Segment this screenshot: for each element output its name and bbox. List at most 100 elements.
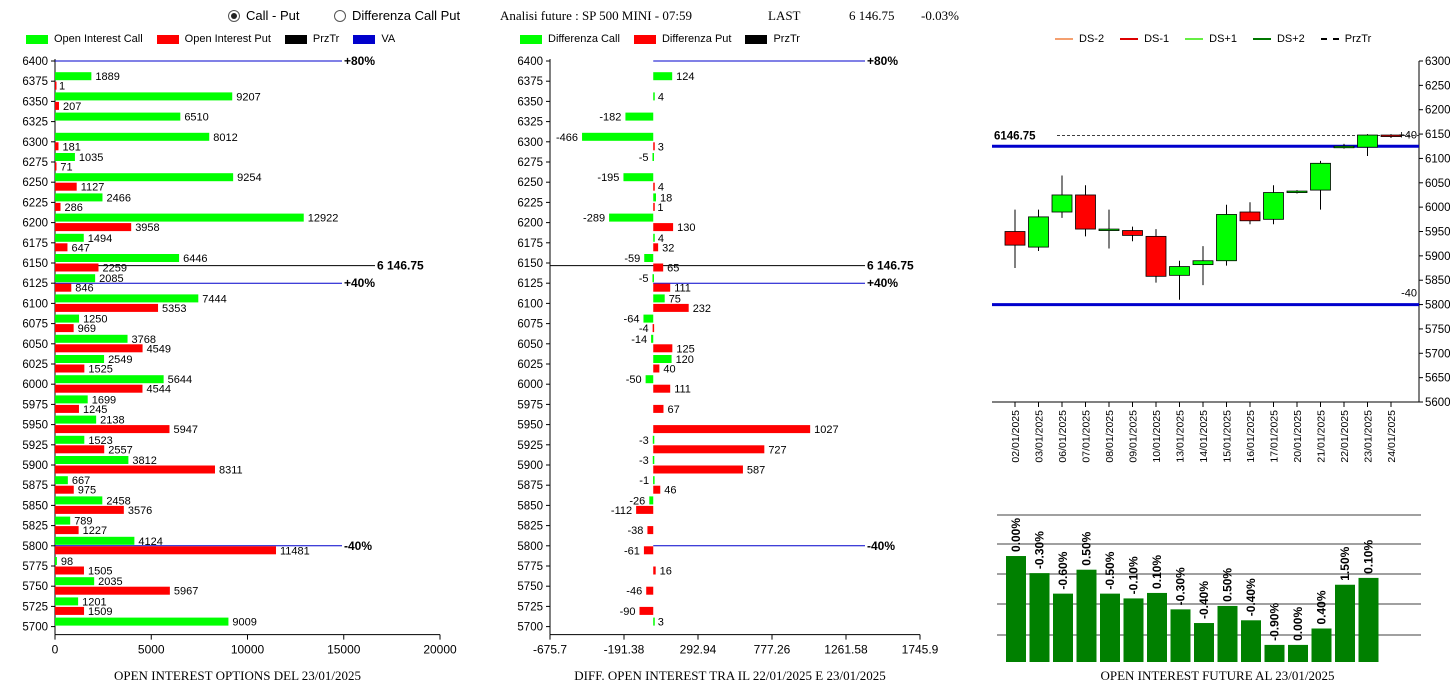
- put-bar: [653, 485, 661, 494]
- put-bar: [55, 81, 57, 90]
- radio-differenza[interactable]: Differenza Call Put: [334, 8, 460, 23]
- strike-tick-label: 6000: [22, 379, 48, 391]
- call-value-label: 6510: [184, 112, 208, 124]
- strike-tick-label: 6175: [517, 238, 543, 250]
- strike-tick-label: 5925: [22, 440, 48, 452]
- put-bar: [55, 202, 61, 211]
- strike-tick-label: 5950: [517, 420, 543, 432]
- strike-tick-label: 5900: [517, 460, 543, 472]
- strike-tick-label: 5875: [22, 480, 48, 492]
- put-bar: [653, 566, 656, 575]
- put-bar: [55, 425, 170, 434]
- strike-tick-label: 5800: [517, 541, 543, 553]
- strike-tick-label: 6375: [517, 76, 543, 88]
- call-value-label: -1: [639, 475, 649, 487]
- put-value-label: 2259: [102, 263, 126, 275]
- radio-unselected-icon[interactable]: [334, 10, 346, 22]
- put-value-label: 67: [667, 404, 679, 416]
- put-value-label: 975: [78, 485, 96, 497]
- y-tick-label: 5700: [1425, 348, 1450, 360]
- strike-tick-label: 5700: [517, 622, 543, 634]
- put-value-label: 11481: [280, 545, 310, 557]
- put-value-label: 3576: [128, 505, 152, 517]
- call-value-label: 8012: [213, 132, 237, 144]
- future-bar: [1147, 592, 1167, 662]
- put-value-label: 1505: [88, 566, 112, 578]
- future-bar: [1170, 609, 1191, 662]
- put-value-label: -4: [639, 323, 649, 335]
- put-bar: [647, 526, 654, 535]
- put-value-label: 4544: [146, 384, 170, 396]
- put-bar: [646, 586, 654, 595]
- x-tick-label: 08/01/2025: [1104, 410, 1116, 463]
- put-bar: [653, 425, 811, 434]
- call-bar: [55, 617, 229, 626]
- future-bar-label: 0.50%: [1221, 568, 1235, 602]
- call-bar: [55, 456, 129, 464]
- call-value-label: 75: [669, 293, 681, 305]
- legend-item-put: Open Interest Put: [156, 33, 271, 45]
- put-bar: [55, 505, 124, 514]
- put-value-label: -38: [628, 525, 644, 537]
- put-bar: [643, 546, 654, 555]
- legend-item-ds-2: DS-2: [1055, 33, 1104, 45]
- strike-tick-label: 6150: [517, 258, 543, 270]
- last-label: LAST: [768, 8, 801, 23]
- candle-body: [1380, 134, 1402, 137]
- call-value-label: 2549: [108, 354, 132, 366]
- call-bar: [55, 334, 128, 343]
- put-value-label: 2557: [108, 444, 132, 456]
- future-bar: [1029, 573, 1050, 662]
- call-bar: [55, 557, 57, 565]
- put-value-label: 181: [62, 141, 80, 153]
- strike-tick-label: 5725: [22, 601, 48, 613]
- put-value-label: 111: [674, 283, 691, 295]
- put-bar: [55, 101, 59, 110]
- future-bar-label: 1.50%: [1338, 546, 1352, 580]
- put-value-label: -61: [624, 545, 640, 557]
- call-value-label: 2035: [98, 576, 122, 588]
- put-bar: [55, 445, 105, 454]
- call-bar: [644, 254, 654, 262]
- call-value-label: -14: [631, 334, 647, 346]
- call-bar: [55, 274, 96, 283]
- put-value-label: 969: [78, 323, 96, 335]
- strike-tick-label: 6100: [517, 298, 543, 310]
- x-tick-label: 13/01/2025: [1175, 410, 1187, 463]
- x-tick-label: -191.38: [604, 643, 645, 657]
- strike-tick-label: 5975: [517, 399, 543, 411]
- y-tick-label: 5650: [1425, 373, 1450, 385]
- x-tick-label: 1745.9: [902, 643, 939, 657]
- put-bar: [653, 344, 673, 353]
- put-bar: [653, 404, 664, 413]
- put-value-label: 647: [71, 242, 89, 254]
- strike-tick-label: 6200: [22, 218, 48, 230]
- put-bar: [636, 505, 654, 514]
- put-bar: [55, 263, 99, 272]
- candle-body: [1286, 190, 1308, 193]
- call-value-label: -195: [597, 172, 619, 184]
- call-value-label: 6446: [183, 253, 207, 265]
- prztr-label: 6146.75: [994, 131, 1036, 143]
- future-bar: [1123, 598, 1144, 662]
- put-bar: [55, 283, 72, 292]
- put-value-label: 727: [768, 444, 786, 456]
- strike-tick-label: 5825: [22, 521, 48, 533]
- put-value-label: 130: [677, 222, 695, 234]
- y-tick-label: 6300: [1425, 56, 1450, 68]
- call-value-label: 5644: [168, 374, 192, 386]
- future-bar-label: -0.50%: [1103, 551, 1117, 589]
- candle-body: [1333, 145, 1355, 149]
- strike-tick-label: 5750: [517, 581, 543, 593]
- call-value-label: 2085: [99, 273, 123, 285]
- radio-selected-icon[interactable]: [228, 10, 240, 22]
- call-bar: [55, 132, 210, 141]
- call-bar: [55, 395, 88, 404]
- put-bar: [653, 263, 664, 272]
- call-value-label: 1889: [95, 71, 119, 83]
- radio-call-put[interactable]: Call - Put: [228, 8, 299, 23]
- y-tick-label: 5850: [1425, 275, 1450, 287]
- strike-tick-label: 6250: [22, 177, 48, 189]
- put-value-label: 16: [660, 566, 672, 578]
- strike-tick-label: 6075: [517, 319, 543, 331]
